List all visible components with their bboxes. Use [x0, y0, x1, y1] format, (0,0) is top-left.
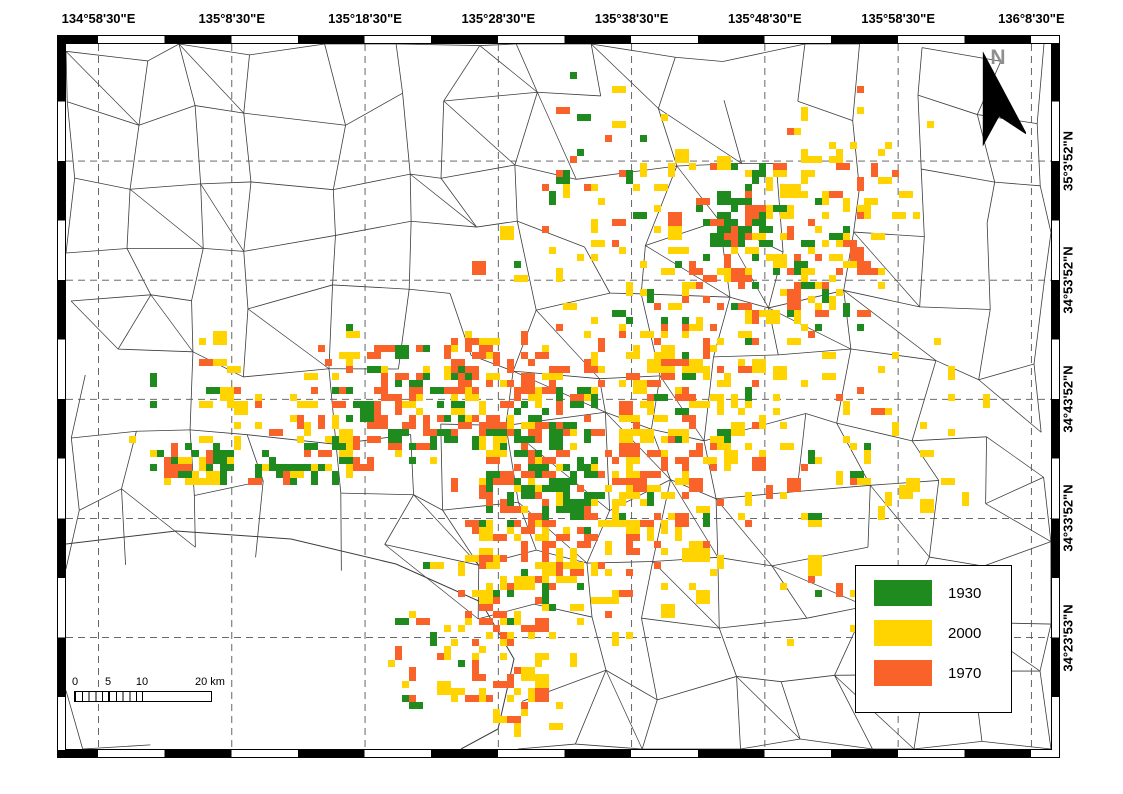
scale-bar-tick-10 — [142, 692, 143, 701]
latitude-label: 35°3'52"N — [1060, 131, 1076, 192]
scale-bar: 0 5 10 20 km — [72, 676, 282, 710]
legend-label-1970: 1970 — [948, 664, 982, 682]
legend-swatch-1970 — [874, 660, 932, 686]
longitude-label: 136°8'30"E — [998, 11, 1065, 26]
map-svg — [66, 44, 1051, 749]
neatline-right — [1052, 43, 1059, 750]
scale-label-0: 0 — [71, 676, 79, 688]
longitude-label: 135°18'30"E — [328, 11, 402, 26]
legend-swatch-1930 — [874, 580, 932, 606]
legend: 1930 2000 1970 — [855, 565, 1012, 713]
longitude-label: 135°8'30"E — [198, 11, 266, 26]
scale-bar-tick-5 — [108, 692, 109, 701]
neatline-top — [58, 36, 1059, 43]
longitude-label: 135°38'30"E — [594, 11, 669, 26]
latitude-label: 34°23'53"N — [1060, 603, 1076, 672]
latitude-label: 34°53'52"N — [1060, 246, 1076, 314]
legend-item-2000: 2000 — [874, 620, 1011, 646]
legend-item-1930: 1930 — [874, 580, 1011, 606]
latitude-label: 34°33'52"N — [1060, 484, 1076, 553]
neatline-bottom — [58, 750, 1059, 757]
latitude-label: 34°43'52"N — [1060, 365, 1076, 433]
scale-bar-ruler — [74, 691, 212, 702]
map-frame: N 0 5 10 20 km — [57, 35, 1060, 758]
north-arrow: N — [962, 46, 1034, 168]
scale-label-10: 10 — [135, 676, 149, 688]
legend-label-1930: 1930 — [948, 584, 982, 602]
north-arrow-label: N — [990, 46, 1006, 69]
longitude-label: 135°28'30"E — [461, 11, 536, 26]
legend-swatch-2000 — [874, 620, 932, 646]
longitude-label: 135°58'30"E — [861, 11, 935, 26]
legend-item-1970: 1970 — [874, 660, 1011, 686]
scale-label-20km: 20 km — [195, 676, 225, 688]
longitude-label: 135°48'30"E — [727, 11, 802, 26]
neatline-left — [58, 43, 65, 750]
north-arrow-icon — [982, 51, 1026, 147]
scale-label-5: 5 — [104, 676, 112, 688]
scale-bar-minor-ticks — [75, 692, 143, 701]
longitude-label: 134°58'30"E — [61, 11, 136, 26]
legend-label-2000: 2000 — [948, 624, 982, 642]
map-canvas: N 0 5 10 20 km — [65, 43, 1052, 750]
